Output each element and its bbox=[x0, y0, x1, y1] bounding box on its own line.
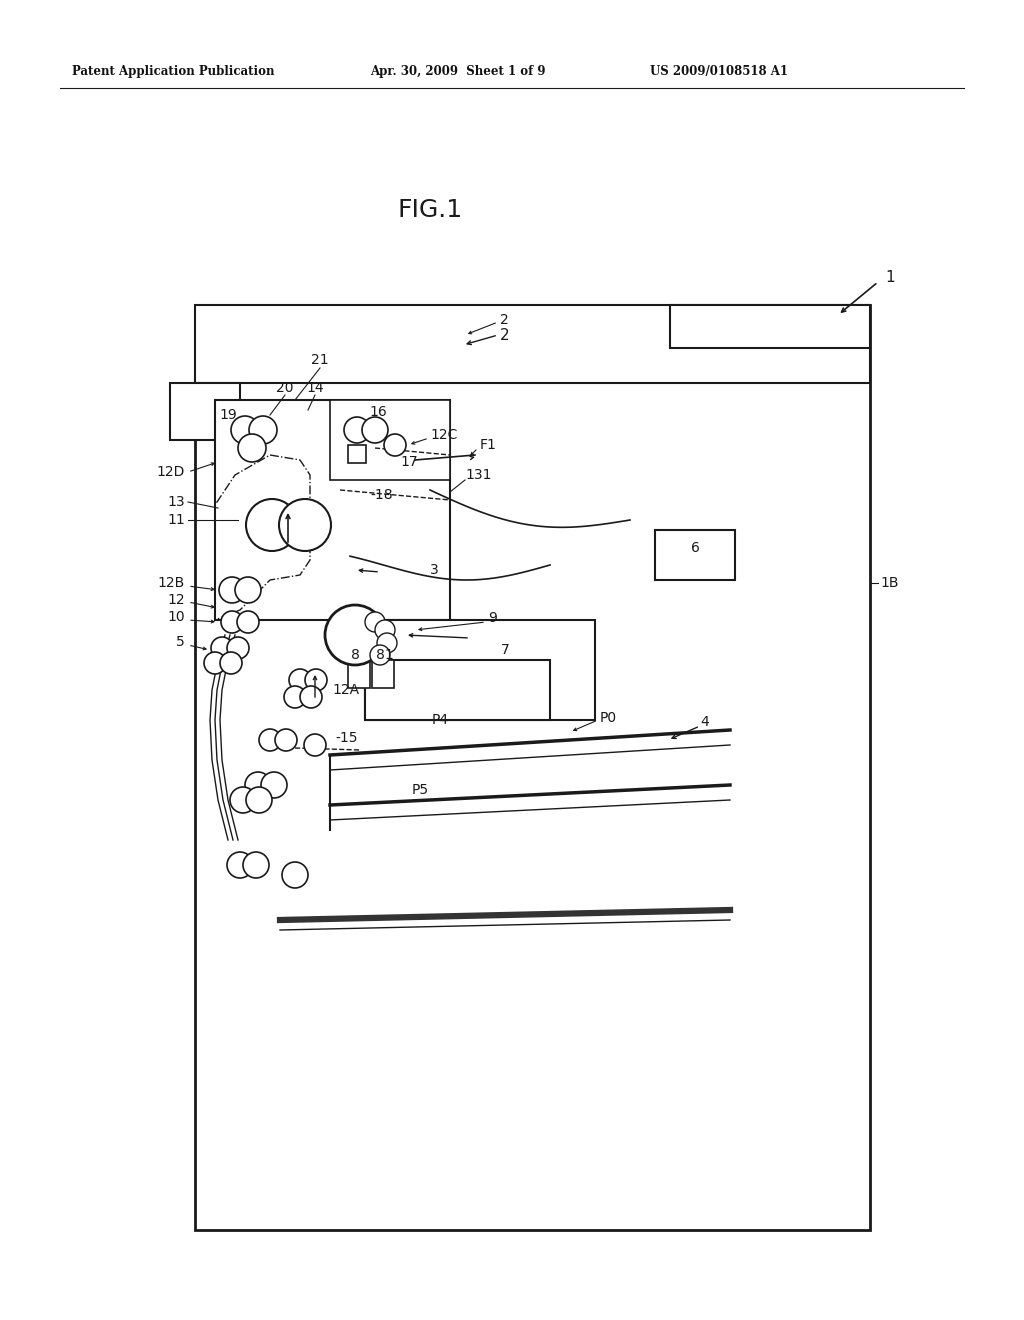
Text: 17: 17 bbox=[400, 455, 418, 469]
Text: 9: 9 bbox=[488, 611, 497, 624]
Circle shape bbox=[384, 434, 406, 455]
Circle shape bbox=[375, 620, 395, 640]
Text: Apr. 30, 2009  Sheet 1 of 9: Apr. 30, 2009 Sheet 1 of 9 bbox=[370, 66, 546, 78]
Circle shape bbox=[230, 787, 256, 813]
Bar bbox=[215, 400, 450, 620]
Text: 10: 10 bbox=[167, 610, 185, 624]
Text: P4: P4 bbox=[431, 713, 449, 727]
Text: 1B: 1B bbox=[880, 576, 898, 590]
Circle shape bbox=[246, 499, 298, 550]
Circle shape bbox=[243, 851, 269, 878]
Text: 5: 5 bbox=[176, 635, 185, 649]
Text: 12A: 12A bbox=[332, 682, 359, 697]
Circle shape bbox=[300, 686, 322, 708]
Text: 21: 21 bbox=[311, 352, 329, 367]
Text: -18: -18 bbox=[370, 488, 392, 502]
Bar bbox=[195, 305, 870, 1230]
Text: 13: 13 bbox=[167, 495, 185, 510]
Circle shape bbox=[275, 729, 297, 751]
Circle shape bbox=[231, 416, 259, 444]
Text: 131: 131 bbox=[465, 469, 492, 482]
Text: 12D: 12D bbox=[157, 465, 185, 479]
Circle shape bbox=[305, 669, 327, 690]
Text: Patent Application Publication: Patent Application Publication bbox=[72, 66, 274, 78]
Circle shape bbox=[289, 669, 311, 690]
Circle shape bbox=[362, 417, 388, 444]
Text: 12B: 12B bbox=[158, 576, 185, 590]
Bar bbox=[195, 305, 870, 383]
Text: 2: 2 bbox=[500, 313, 509, 327]
Circle shape bbox=[220, 652, 242, 675]
Text: 20: 20 bbox=[276, 381, 294, 395]
Bar bbox=[348, 660, 370, 688]
Circle shape bbox=[284, 686, 306, 708]
Bar bbox=[670, 305, 870, 348]
Circle shape bbox=[219, 577, 245, 603]
Circle shape bbox=[238, 434, 266, 462]
Text: 1: 1 bbox=[885, 271, 895, 285]
Circle shape bbox=[227, 851, 253, 878]
Bar bbox=[372, 660, 394, 688]
Bar bbox=[330, 400, 450, 480]
Circle shape bbox=[204, 652, 226, 675]
Circle shape bbox=[234, 577, 261, 603]
Text: F1: F1 bbox=[480, 438, 497, 451]
Circle shape bbox=[211, 638, 233, 659]
Circle shape bbox=[377, 634, 397, 653]
Bar bbox=[655, 531, 735, 579]
Circle shape bbox=[282, 862, 308, 888]
Circle shape bbox=[227, 638, 249, 659]
Text: 19: 19 bbox=[219, 408, 237, 422]
Circle shape bbox=[325, 605, 385, 665]
Bar bbox=[348, 445, 366, 463]
Circle shape bbox=[246, 787, 272, 813]
Circle shape bbox=[365, 612, 385, 632]
Text: US 2009/0108518 A1: US 2009/0108518 A1 bbox=[650, 66, 788, 78]
Circle shape bbox=[370, 645, 390, 665]
Text: 12C: 12C bbox=[430, 428, 458, 442]
Text: 4: 4 bbox=[700, 715, 709, 729]
Text: 14: 14 bbox=[306, 381, 324, 395]
Circle shape bbox=[261, 772, 287, 799]
Circle shape bbox=[304, 734, 326, 756]
Bar bbox=[365, 620, 595, 719]
Text: P0: P0 bbox=[600, 711, 617, 725]
Text: P5: P5 bbox=[412, 783, 429, 797]
Text: 81: 81 bbox=[376, 648, 394, 663]
Text: 3: 3 bbox=[430, 564, 438, 577]
Text: FIG.1: FIG.1 bbox=[397, 198, 463, 222]
Circle shape bbox=[249, 416, 278, 444]
Circle shape bbox=[237, 611, 259, 634]
Circle shape bbox=[259, 729, 281, 751]
Bar bbox=[365, 660, 550, 719]
Circle shape bbox=[245, 772, 271, 799]
Bar bbox=[170, 383, 240, 440]
Text: 6: 6 bbox=[690, 541, 699, 554]
Text: 16: 16 bbox=[369, 405, 387, 418]
Text: 7: 7 bbox=[501, 643, 509, 657]
Circle shape bbox=[279, 499, 331, 550]
Text: 2: 2 bbox=[500, 327, 510, 342]
Circle shape bbox=[344, 417, 370, 444]
Text: 8: 8 bbox=[350, 648, 359, 663]
Text: -15: -15 bbox=[335, 731, 357, 744]
Circle shape bbox=[221, 611, 243, 634]
Text: 12: 12 bbox=[167, 593, 185, 607]
Text: 11: 11 bbox=[167, 513, 185, 527]
